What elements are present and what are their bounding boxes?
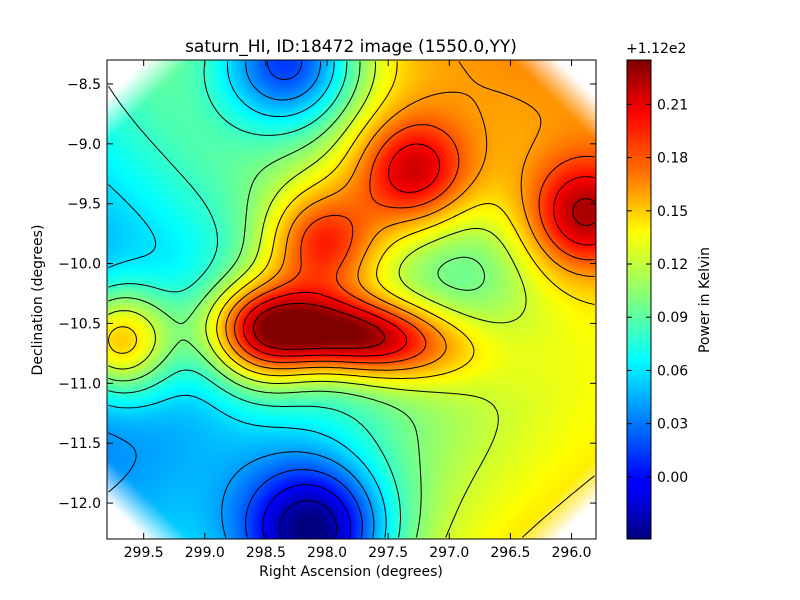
y-axis-ticks: −8.5 −9.0 −9.5 −10.0 −10.5 −11.0 −11.5 −12.0 <box>58 77 596 512</box>
x-tick-label: 296.0 <box>552 545 592 561</box>
colorbar-tick-label: 0.18 <box>657 151 688 167</box>
contour-line <box>253 198 595 350</box>
y-tick-label: −11.5 <box>58 436 101 452</box>
contour-line <box>108 61 375 538</box>
chart-title: saturn_HI, ID:18472 image (1550.0,YY) <box>185 37 517 57</box>
contour-lines <box>108 61 595 538</box>
x-tick-label: 299.5 <box>124 545 164 561</box>
contour-line <box>108 61 387 538</box>
colorbar-tick-label: 0.12 <box>657 257 688 273</box>
contour-line <box>108 61 527 538</box>
colorbar-offset-label: +1.12e2 <box>626 41 686 57</box>
contour-line <box>242 143 595 357</box>
colorbar-tick-label: 0.21 <box>657 97 688 113</box>
colorbar-tick-label: 0.06 <box>657 363 688 379</box>
y-tick-label: −9.5 <box>67 197 101 213</box>
y-axis-label: Declination (degrees) <box>30 225 46 376</box>
contour-line <box>234 124 595 364</box>
colorbar-tick-label: 0.09 <box>657 310 688 326</box>
heatmap-image <box>107 60 596 539</box>
contour-line <box>225 61 595 371</box>
y-tick-label: −12.0 <box>58 496 101 512</box>
plot-frame <box>106 59 597 540</box>
x-tick-label: 296.5 <box>490 545 530 561</box>
colorbar-gradient <box>626 59 652 540</box>
contour-line <box>108 61 595 538</box>
colorbar-tick-label: 0.00 <box>657 470 688 486</box>
colorbar-label: Power in Kelvin <box>697 247 713 353</box>
y-tick-label: −11.0 <box>58 376 101 392</box>
colorbar-ticks: 0.00 0.03 0.06 0.09 0.12 0.15 0.18 0.21 <box>627 97 688 486</box>
contour-line <box>279 500 338 538</box>
plot-area: 299.5 299.0 298.5 298.0 297.5 297.0 296.5 296.0… <box>58 59 597 561</box>
x-tick-label: 297.0 <box>429 545 469 561</box>
x-axis-label: Right Ascension (degrees) <box>259 564 443 580</box>
colorbar-tick-label: 0.03 <box>657 417 688 433</box>
y-tick-label: −8.5 <box>67 77 101 93</box>
colorbar-tick-label: 0.15 <box>657 204 688 220</box>
y-tick-label: −10.5 <box>58 316 101 332</box>
contour-line <box>245 61 363 538</box>
y-tick-label: −9.0 <box>67 137 101 153</box>
contour-line <box>262 484 351 538</box>
x-tick-label: 298.0 <box>307 545 347 561</box>
x-axis-ticks: 299.5 299.0 298.5 298.0 297.5 297.0 296.5 296.0 <box>124 60 592 561</box>
x-tick-label: 298.5 <box>246 545 286 561</box>
contour-line <box>108 61 485 538</box>
x-tick-label: 299.0 <box>185 545 225 561</box>
y-tick-label: −10.0 <box>58 257 101 273</box>
colorbar: +1.12e2 0.00 0.03 0.06 0.09 0.12 0.15 0.18 0.21… <box>626 41 713 540</box>
x-tick-label: 297.5 <box>368 545 408 561</box>
